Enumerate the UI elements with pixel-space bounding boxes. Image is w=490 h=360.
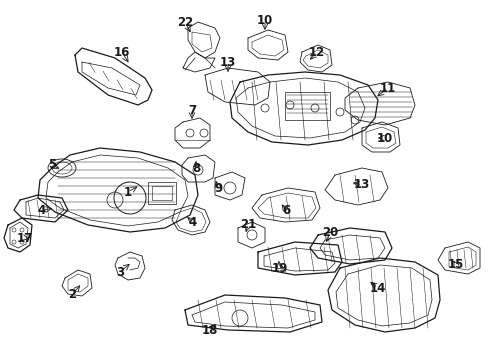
- Bar: [152, 186, 172, 200]
- Text: 6: 6: [282, 203, 290, 216]
- Text: 9: 9: [214, 181, 222, 194]
- Text: 10: 10: [257, 13, 273, 27]
- Text: 22: 22: [177, 15, 193, 28]
- Text: 8: 8: [192, 162, 200, 175]
- Bar: [148, 182, 176, 204]
- Text: 4: 4: [189, 216, 197, 229]
- Text: 19: 19: [272, 261, 288, 274]
- Text: 15: 15: [448, 258, 464, 271]
- Text: 20: 20: [322, 225, 338, 238]
- Text: 12: 12: [309, 45, 325, 58]
- Text: 14: 14: [370, 282, 386, 294]
- Text: 3: 3: [116, 266, 124, 279]
- Bar: [285, 92, 330, 120]
- Text: 16: 16: [114, 45, 130, 58]
- Text: 2: 2: [68, 288, 76, 302]
- Text: 13: 13: [354, 179, 370, 192]
- Text: 18: 18: [202, 324, 218, 337]
- Text: 7: 7: [188, 104, 196, 117]
- Text: 17: 17: [17, 231, 33, 244]
- Text: 1: 1: [124, 185, 132, 198]
- Text: 21: 21: [240, 219, 256, 231]
- Text: 11: 11: [380, 81, 396, 94]
- Text: 4: 4: [38, 203, 46, 216]
- Text: 5: 5: [48, 158, 56, 171]
- Text: 10: 10: [377, 131, 393, 144]
- Text: 13: 13: [220, 55, 236, 68]
